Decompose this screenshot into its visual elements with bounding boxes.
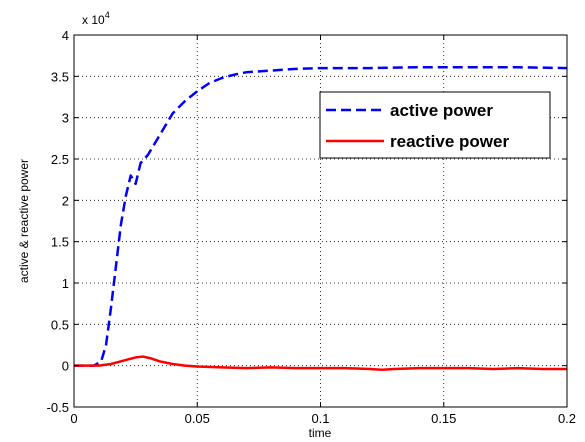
series-line-reactive-power (74, 355, 567, 372)
grid (74, 35, 567, 407)
y-tick-label: 2 (62, 193, 69, 208)
series-line-active-power (74, 65, 568, 367)
y-tick-label: 3 (62, 111, 69, 126)
x-tick-labels: 0 0.05 0.1 0.15 0.2 (70, 411, 576, 426)
y-tick-label: 0 (62, 359, 69, 374)
plot-frame (73, 34, 568, 408)
y-scale-factor: x 104 (82, 10, 110, 27)
legend-label-active-power: active power (390, 101, 493, 120)
x-tick-label: 0.1 (311, 411, 329, 426)
y-axis-label: active & reactive power (17, 159, 31, 283)
y-tick-labels: -0.5 0 0.5 1 1.5 2 2.5 3 3.5 4 (47, 28, 69, 415)
x-tick-label: 0.15 (431, 411, 456, 426)
x-tick-label: 0.05 (185, 411, 210, 426)
y-tick-label: 3.5 (51, 69, 69, 84)
y-tick-label: 1 (62, 276, 69, 291)
y-tick-label: 4 (62, 28, 69, 43)
legend-label-reactive-power: reactive power (390, 132, 509, 151)
legend: active power reactive power (319, 91, 551, 159)
y-tick-label: -0.5 (47, 400, 69, 415)
y-tick-label: 0.5 (51, 317, 69, 332)
y-tick-label: 1.5 (51, 235, 69, 250)
x-tick-label: 0.2 (558, 411, 576, 426)
x-tick-label: 0 (70, 411, 77, 426)
series-lines (74, 65, 568, 372)
y-tick-label: 2.5 (51, 152, 69, 167)
x-axis-label: time (309, 426, 332, 440)
legend-box (319, 91, 551, 159)
